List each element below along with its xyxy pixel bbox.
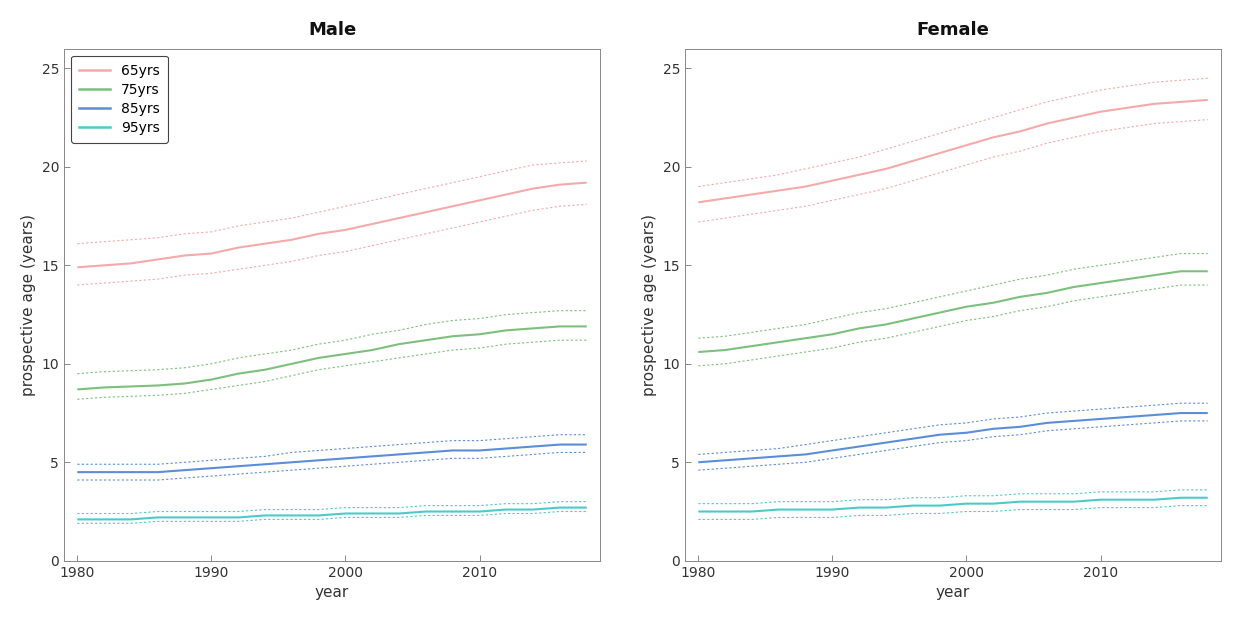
X-axis label: year: year [936,585,970,600]
Legend: 65yrs, 75yrs, 85yrs, 95yrs: 65yrs, 75yrs, 85yrs, 95yrs [71,56,168,143]
Y-axis label: prospective age (years): prospective age (years) [21,214,36,396]
X-axis label: year: year [315,585,349,600]
Title: Female: Female [917,21,990,39]
Title: Male: Male [308,21,356,39]
Y-axis label: prospective age (years): prospective age (years) [642,214,657,396]
